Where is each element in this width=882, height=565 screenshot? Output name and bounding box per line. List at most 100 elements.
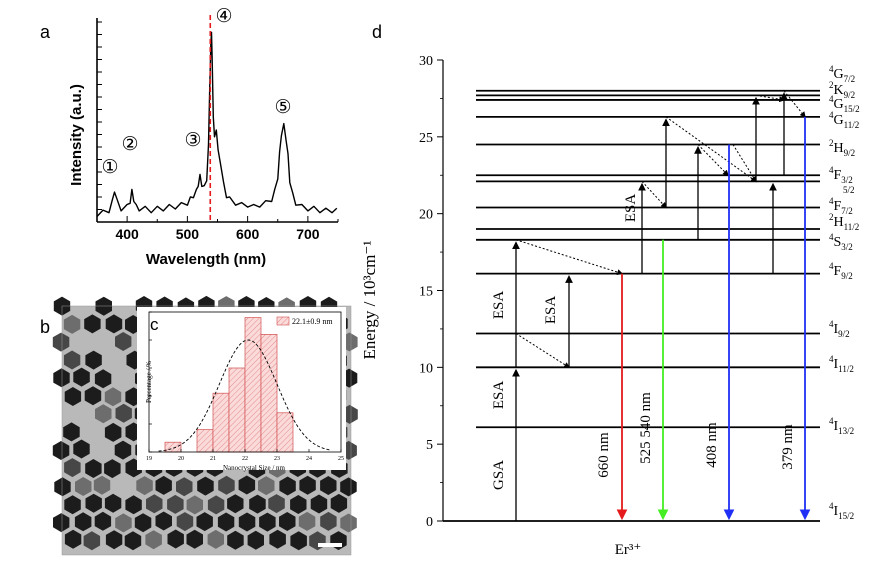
- panel-c-bar: [212, 392, 230, 453]
- nanoparticle: [73, 439, 90, 459]
- nanoparticle: [167, 494, 184, 514]
- panel-d-level-labels: 4I15/24I13/24I11/24I9/24F9/24S3/22H11/24…: [829, 64, 860, 521]
- nanoparticle: [64, 495, 81, 515]
- nanoparticle: [310, 494, 328, 514]
- process-label: ESA: [623, 194, 639, 223]
- nanoparticle: [53, 368, 70, 388]
- nanoparticle: [227, 494, 244, 514]
- level-label: 4F9/2: [829, 261, 853, 281]
- panel-d-emissions: 660 nm 525 540 nm 408 nm 379 nm: [596, 116, 811, 521]
- nanoparticle: [290, 495, 307, 514]
- nanoparticle: [320, 511, 337, 531]
- panel-c-bar: [244, 317, 262, 453]
- legend-swatch: [276, 316, 290, 326]
- panel-c-fit-curve: [158, 339, 330, 452]
- nanoparticle: [155, 511, 172, 531]
- nanoparticle: [207, 529, 224, 549]
- nanoparticle: [84, 386, 102, 406]
- level-label: 4I13/2: [829, 416, 854, 436]
- panel-a-peak-label: ⑤: [274, 97, 291, 118]
- panel-d-xlabel: Er³⁺: [615, 542, 642, 558]
- panel-d-process-labels: GSA ESA ESA ESA ESA: [491, 194, 639, 490]
- emission-label: 408 nm: [704, 422, 720, 468]
- panel-c-x-tick-label: 21: [210, 456, 216, 462]
- panel-d-y-tick-label: 10: [419, 361, 433, 376]
- nanoparticle: [63, 314, 81, 334]
- nanoparticle: [93, 475, 111, 495]
- panel-d-y-tick-label: 15: [419, 285, 433, 300]
- level-label: 4F3/2: [829, 165, 853, 185]
- level-label: 5/2: [843, 185, 855, 195]
- panel-d-energy-diagram: d 0 5 10 15 20 25 30 4I15/2 4I13/2 4I11/2 4I9/2 4F…: [360, 22, 860, 558]
- panel-c-x-tick-label: 23: [274, 456, 280, 462]
- panel-label-a: a: [40, 22, 51, 42]
- level-label: 2K9/2: [829, 80, 855, 100]
- nanoparticle: [155, 475, 172, 495]
- nanoparticle: [75, 477, 92, 496]
- nanoparticle: [115, 513, 132, 533]
- panel-d-y-tick-label: 5: [426, 438, 433, 453]
- nanoparticle: [73, 367, 90, 387]
- level-label: 4F7/2: [829, 196, 853, 216]
- panel-c-ylabel: Percentage / %: [145, 361, 153, 403]
- panel-a-x-tick-label: 500: [176, 226, 200, 242]
- panel-c-histogram: c 19 20 21 22 23 24 25 22.1±0.9 nm Nanocrystal…: [137, 307, 346, 472]
- nanoparticle: [114, 440, 132, 460]
- level-label: 2H11/2: [829, 212, 859, 232]
- nanoparticle: [52, 441, 70, 460]
- nanoparticle: [227, 530, 244, 550]
- level-label: 2H9/2: [829, 138, 855, 158]
- nanoparticle: [104, 387, 122, 407]
- nanoparticle: [340, 513, 357, 533]
- nanoparticle: [124, 531, 142, 551]
- nanoparticle: [247, 530, 264, 550]
- nanoparticle: [268, 494, 285, 514]
- panel-label-b: b: [40, 317, 50, 337]
- nonradiative-arrow: [515, 333, 571, 368]
- panel-a-peak-label: ①: [101, 157, 118, 178]
- nonradiative-arrow: [515, 239, 624, 275]
- nanoparticle: [298, 511, 316, 531]
- nonradiative-arrow: [783, 90, 806, 118]
- nanoparticle: [176, 477, 193, 497]
- panel-a-xlabel: Wavelength (nm): [146, 251, 266, 268]
- panel-label-c: c: [150, 315, 159, 334]
- nanoparticle: [83, 531, 101, 551]
- panel-a-peak-labels: ①② ③ ④ ⑤: [101, 6, 291, 178]
- panel-c-xlabel: Nanocrystal Size / nm: [223, 464, 286, 472]
- nanoparticle: [207, 495, 225, 515]
- panel-a-spectrum: a 400 500 600 700 ①② ③ ④ ⑤ Wavelength (nm) Int…: [40, 6, 339, 268]
- nanoparticle: [125, 495, 142, 515]
- nanoparticle: [290, 531, 307, 551]
- nanoparticle: [167, 529, 184, 549]
- panel-a-spectrum-line: [96, 31, 338, 217]
- level-label: 4I9/2: [829, 319, 850, 339]
- emission-label: 660 nm: [596, 432, 612, 478]
- nanoparticle: [64, 387, 82, 406]
- panel-d-transitions: [512, 90, 806, 521]
- tem-frame: [61, 305, 352, 556]
- nanoparticle: [269, 529, 286, 549]
- nanoparticle: [145, 530, 162, 550]
- nanoparticle: [85, 459, 102, 478]
- process-label: ESA: [491, 381, 507, 410]
- process-label: ESA: [543, 296, 559, 325]
- panel-a-peak-label: ③: [184, 130, 201, 151]
- nanoparticle: [115, 403, 132, 423]
- panel-d-y-tick-label: 30: [419, 54, 433, 69]
- nanoparticle: [186, 529, 203, 549]
- nanoparticle: [94, 511, 112, 531]
- panel-c-bar: [164, 441, 182, 453]
- panel-d-axes: 0 5 10 15 20 25 30: [419, 54, 444, 530]
- nanoparticle: [136, 476, 153, 496]
- nanoparticle: [279, 476, 296, 496]
- nanoparticle: [63, 422, 80, 442]
- panel-c-x-tick-label: 22: [242, 456, 248, 462]
- nanoparticle: [196, 512, 213, 532]
- nonradiative-arrow: [641, 181, 667, 209]
- nanoparticle: [54, 477, 71, 497]
- panel-a-x-tick-label: 600: [236, 226, 260, 242]
- panel-c-bar: [228, 367, 246, 453]
- nanoparticle: [64, 529, 82, 549]
